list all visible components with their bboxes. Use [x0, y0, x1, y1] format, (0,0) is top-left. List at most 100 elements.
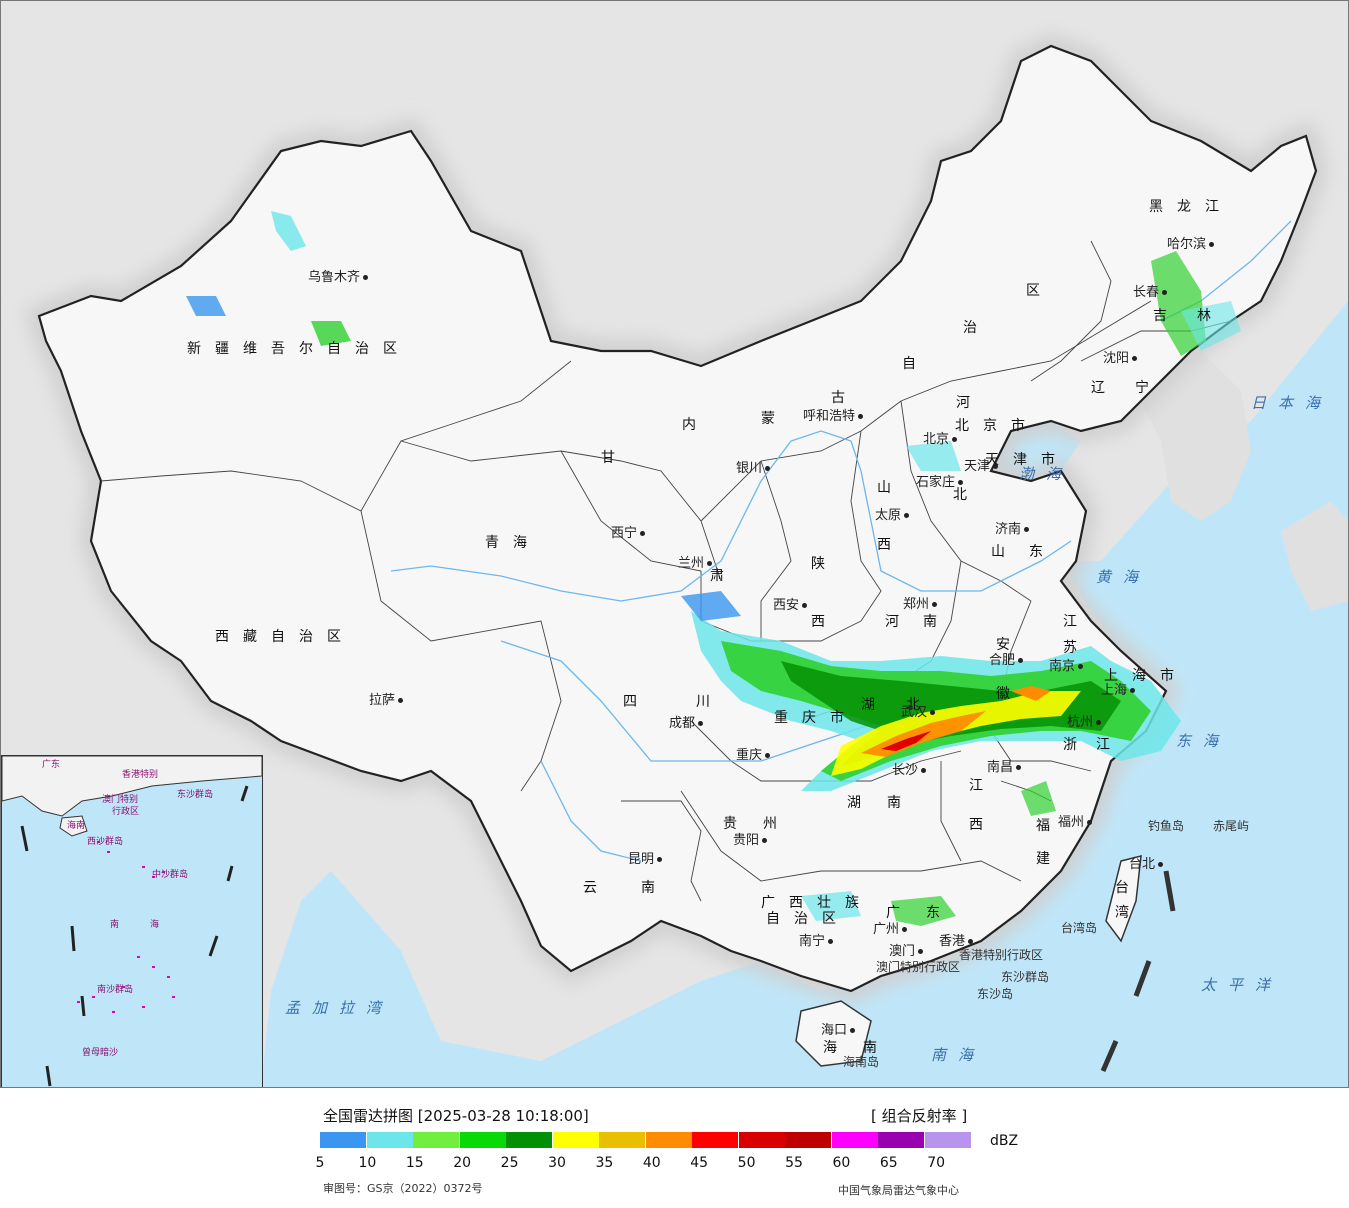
province-label-text: 川 — [696, 694, 724, 710]
city-marker-icon — [398, 698, 404, 703]
city-marker-icon — [904, 513, 910, 518]
china-land — [37, 44, 1318, 993]
province-label: 山 — [877, 481, 905, 495]
color-swatch — [320, 1132, 366, 1148]
scale-tick-label: 45 — [690, 1155, 709, 1171]
producer-label: 中国气象局雷达气象中心 — [838, 1184, 959, 1197]
city-label-text: 重庆 — [736, 748, 763, 763]
city-label-text: 南宁 — [799, 934, 826, 949]
province-label-text: 林 — [1197, 308, 1225, 324]
province-label: 福 — [1036, 819, 1064, 833]
city-marker-icon — [765, 466, 771, 471]
city-label: 石家庄 — [916, 476, 966, 489]
province-label: 苏 — [1063, 641, 1091, 655]
province-label: 上海市 — [1104, 669, 1188, 683]
province-label: 自治区 — [766, 912, 850, 926]
inset-label: 香港特别 — [122, 771, 158, 780]
city-label: 长沙 — [892, 764, 929, 777]
city-label: 香港 — [939, 935, 976, 948]
inset-label-text: 南沙群岛 — [97, 985, 134, 995]
color-swatch — [599, 1132, 645, 1148]
city-marker-icon — [1162, 290, 1168, 295]
city-marker-icon — [958, 480, 964, 485]
province-label: 州 — [763, 817, 791, 831]
radar-echoes — [186, 211, 1241, 926]
city-label-text: 兰州 — [678, 556, 705, 571]
echo-core-red-2 — [1011, 686, 1051, 701]
city-marker-icon — [698, 721, 704, 726]
island-label: 海南岛 — [843, 1056, 879, 1068]
echo-guangxi — [801, 891, 861, 921]
province-label: 蒙 — [761, 412, 789, 426]
sea-label-text: 渤海 — [1019, 465, 1074, 483]
color-swatch — [831, 1132, 878, 1148]
province-label-text: 青海 — [485, 535, 541, 551]
city-label: 武汉 — [901, 706, 938, 719]
island-label: 钓鱼岛 — [1148, 820, 1184, 832]
city-label-text: 福州 — [1058, 815, 1085, 830]
province-label-text: 陕 — [811, 556, 839, 572]
city-label-text: 济南 — [995, 522, 1022, 537]
sea-label: 黄海 — [1096, 570, 1150, 585]
city-marker-icon — [1018, 658, 1024, 663]
province-label-text: 湖 — [861, 697, 889, 713]
city-label: 长春 — [1133, 286, 1170, 299]
scale-tick-label: 60 — [832, 1155, 851, 1171]
inset-label: 海 — [150, 921, 159, 930]
sea-label-text: 孟加拉湾 — [285, 999, 394, 1017]
echo-xinjiang-3 — [186, 296, 226, 316]
island-label-text: 钓鱼岛 — [1148, 819, 1185, 833]
city-marker-icon — [765, 753, 771, 758]
city-label-text: 石家庄 — [916, 475, 956, 490]
color-swatch — [738, 1132, 785, 1148]
city-label-text: 北京 — [923, 432, 950, 447]
island-label: 东沙群岛 — [1001, 971, 1049, 983]
province-label-text: 湖 — [847, 795, 875, 811]
echo-xinjiang — [271, 211, 306, 251]
city-label: 昆明 — [628, 853, 665, 866]
city-label: 天津 — [964, 460, 1001, 473]
province-label-text: 云 — [583, 880, 611, 896]
province-label: 安 — [996, 638, 1024, 652]
province-label-text: 东 — [926, 905, 954, 921]
sea-label-text: 黄海 — [1096, 568, 1151, 586]
inset-label: 西沙群岛 — [87, 838, 123, 847]
province-label: 贵 — [723, 817, 751, 831]
province-label-text: 西藏自治区 — [215, 629, 355, 645]
province-label-text: 北 — [953, 487, 981, 503]
echo-northeast-2 — [1181, 301, 1241, 351]
province-label: 天津市 — [985, 453, 1069, 467]
province-label-text: 宁 — [1135, 380, 1163, 396]
province-label: 陕 — [811, 557, 839, 571]
city-label-text: 广州 — [873, 922, 900, 937]
province-label-text: 州 — [763, 816, 791, 832]
province-label: 徽 — [996, 687, 1024, 701]
inset-label: 曾母暗沙 — [82, 1049, 118, 1058]
city-label: 兰州 — [678, 557, 715, 570]
city-marker-icon — [850, 1028, 856, 1033]
city-label-text: 哈尔滨 — [1167, 237, 1207, 252]
city-label: 南昌 — [987, 761, 1024, 774]
city-label: 重庆 — [736, 749, 773, 762]
province-label-text: 北京市 — [955, 418, 1039, 434]
scale-tick-label: 10 — [358, 1155, 377, 1171]
city-marker-icon — [952, 437, 958, 442]
province-label: 东 — [926, 906, 954, 920]
province-label: 南 — [641, 881, 669, 895]
province-label: 西 — [877, 538, 905, 552]
city-marker-icon — [1078, 664, 1084, 669]
city-label-text: 海口 — [821, 1023, 848, 1038]
city-label: 杭州 — [1067, 716, 1104, 729]
province-label-text: 内 — [682, 417, 710, 433]
city-label: 银川 — [736, 462, 773, 475]
city-label-text: 长沙 — [892, 763, 919, 778]
city-label: 广州 — [873, 923, 910, 936]
province-label-text: 河 — [956, 395, 984, 411]
city-marker-icon — [902, 927, 908, 932]
inset-label-text: 海 — [150, 920, 160, 930]
city-label-text: 贵阳 — [733, 833, 760, 848]
province-label: 林 — [1197, 309, 1225, 323]
province-label-text: 吉 — [1153, 308, 1181, 324]
province-label: 辽 — [1091, 381, 1119, 395]
city-marker-icon — [968, 939, 974, 944]
